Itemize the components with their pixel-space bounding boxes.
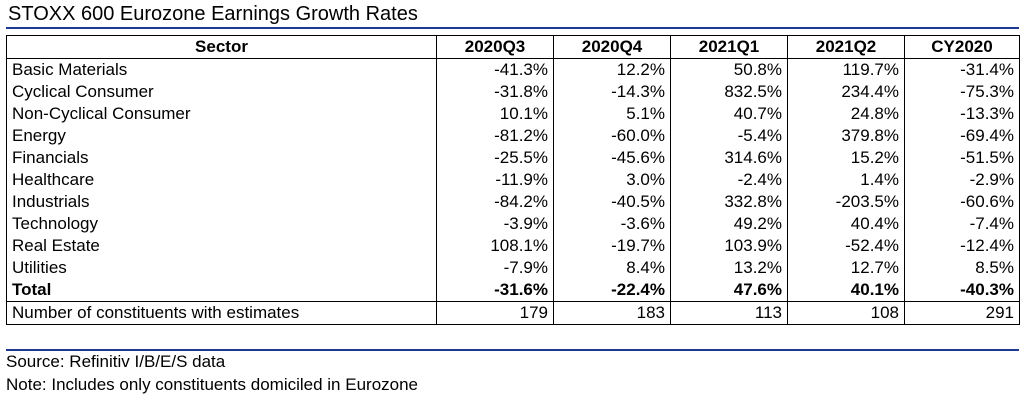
column-header-2020q4: 2020Q4 [553,35,671,59]
column-header-2020q3: 2020Q3 [436,35,554,59]
row-value: 113 [670,301,788,325]
row-value: -5.4% [670,125,788,147]
column-header-2021q1: 2021Q1 [670,35,788,59]
table-row: Basic Materials -41.3% 12.2% 50.8% 119.7% -31… [6,58,1020,81]
row-label: Healthcare [6,169,437,191]
total-row: Total -31.6% -22.4% 47.6% 40.1% -40.3% [6,279,1020,302]
source-note: Source: Refinitiv I/B/E/S data [6,352,226,371]
row-value: 24.8% [787,103,905,125]
row-value: -7.9% [436,257,554,279]
row-value: 5.1% [553,103,671,125]
row-value: 379.8% [787,125,905,147]
row-value: 12.7% [787,257,905,279]
row-value: -3.9% [436,213,554,235]
row-label: Cyclical Consumer [6,81,437,103]
title-divider [6,27,1019,29]
row-label: Energy [6,125,437,147]
row-value: -60.0% [553,125,671,147]
row-value: -31.8% [436,81,554,103]
row-value: -75.3% [904,81,1020,103]
table-row: Healthcare -11.9% 3.0% -2.4% 1.4% -2.9% [6,169,1020,191]
row-value: -45.6% [553,147,671,169]
row-value: -69.4% [904,125,1020,147]
row-label: Utilities [6,257,437,279]
row-value: -2.9% [904,169,1020,191]
row-value: 12.2% [553,58,671,81]
row-value: 13.2% [670,257,788,279]
table-row: Technology -3.9% -3.6% 49.2% 40.4% -7.4% [6,213,1020,235]
row-value: 49.2% [670,213,788,235]
row-value: 8.4% [553,257,671,279]
row-label: Non-Cyclical Consumer [6,103,437,125]
table-row: Real Estate 108.1% -19.7% 103.9% -52.4% -12.4… [6,235,1020,257]
table-header-row: Sector 2020Q3 2020Q4 2021Q1 2021Q2 CY202… [6,35,1020,59]
row-value: -14.3% [553,81,671,103]
table-row: Financials -25.5% -45.6% 314.6% 15.2% -51.5% [6,147,1020,169]
row-value: 103.9% [670,235,788,257]
row-value: 832.5% [670,81,788,103]
row-value: 314.6% [670,147,788,169]
row-label: Number of constituents with estimates [6,301,437,325]
row-value: -40.3% [904,279,1020,302]
row-value: 40.7% [670,103,788,125]
row-label: Technology [6,213,437,235]
row-value: -7.4% [904,213,1020,235]
row-value: -60.6% [904,191,1020,213]
table-row: Cyclical Consumer -31.8% -14.3% 832.5% 234.4… [6,81,1020,103]
row-value: 47.6% [670,279,788,302]
table-row: Industrials -84.2% -40.5% 332.8% -203.5% -60.… [6,191,1020,213]
row-label: Industrials [6,191,437,213]
earnings-growth-table: Sector 2020Q3 2020Q4 2021Q1 2021Q2 CY202… [6,35,1020,325]
row-value: -41.3% [436,58,554,81]
table-row: Utilities -7.9% 8.4% 13.2% 12.7% 8.5% [6,257,1020,279]
row-value: -51.5% [904,147,1020,169]
row-value: -31.6% [436,279,554,302]
constituents-count-row: Number of constituents with estimates 179… [6,301,1020,325]
row-value: 40.4% [787,213,905,235]
column-header-sector: Sector [6,35,437,59]
row-value: -40.5% [553,191,671,213]
row-label: Real Estate [6,235,437,257]
row-value: 234.4% [787,81,905,103]
row-value: -19.7% [553,235,671,257]
report-title: STOXX 600 Eurozone Earnings Growth Rates [8,3,418,25]
row-value: 40.1% [787,279,905,302]
row-value: 108.1% [436,235,554,257]
row-value: -52.4% [787,235,905,257]
row-value: -22.4% [553,279,671,302]
row-label: Total [6,279,437,302]
row-value: 3.0% [553,169,671,191]
footer-divider [6,349,1019,351]
row-value: -2.4% [670,169,788,191]
row-value: -25.5% [436,147,554,169]
row-value: 10.1% [436,103,554,125]
row-value: 119.7% [787,58,905,81]
domicile-note: Note: Includes only constituents domicil… [6,375,419,394]
row-value: 108 [787,301,905,325]
column-header-2021q2: 2021Q2 [787,35,905,59]
row-value: -203.5% [787,191,905,213]
row-value: 8.5% [904,257,1020,279]
row-value: -3.6% [553,213,671,235]
row-value: 15.2% [787,147,905,169]
row-value: 332.8% [670,191,788,213]
row-value: -81.2% [436,125,554,147]
row-value: -31.4% [904,58,1020,81]
row-value: 50.8% [670,58,788,81]
row-value: -13.3% [904,103,1020,125]
column-header-cy2020: CY2020 [904,35,1020,59]
row-value: 291 [904,301,1020,325]
row-label: Basic Materials [6,58,437,81]
row-value: -84.2% [436,191,554,213]
row-value: 179 [436,301,554,325]
table-row: Energy -81.2% -60.0% -5.4% 379.8% -69.4% [6,125,1020,147]
row-value: 1.4% [787,169,905,191]
row-value: 183 [553,301,671,325]
table-row: Non-Cyclical Consumer 10.1% 5.1% 40.7% 24.8%… [6,103,1020,125]
row-label: Financials [6,147,437,169]
row-value: -12.4% [904,235,1020,257]
row-value: -11.9% [436,169,554,191]
